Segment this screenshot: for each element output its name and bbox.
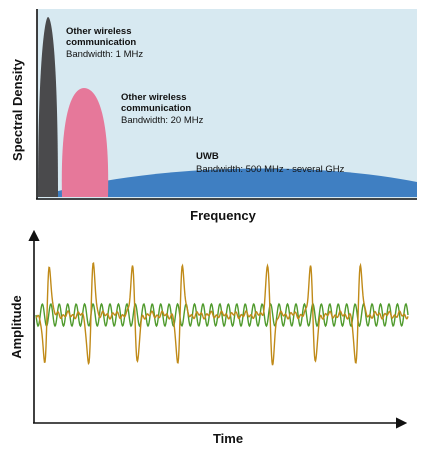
annotation-1mhz-title-line2: communication — [66, 37, 136, 48]
annotation-20mhz-title-line1: Other wireless — [121, 92, 186, 103]
uwb-spectrum-band — [37, 168, 417, 197]
annotation-1mhz-detail: Bandwidth: 1 MHz — [66, 49, 143, 60]
time-panel: Amplitude Time — [9, 229, 409, 446]
time-y-axis-label: Amplitude — [9, 295, 24, 359]
narrowband-1mhz-spectrum — [38, 17, 58, 197]
spectrum-panel: Other wireless communication Bandwidth: … — [10, 9, 417, 223]
spectrum-x-axis-label: Frequency — [190, 208, 257, 223]
spectrum-y-axis-label: Spectral Density — [10, 58, 25, 161]
narrowband-carrier-waveform — [35, 302, 409, 328]
annotation-uwb-title: UWB — [196, 151, 219, 162]
time-x-axis-label: Time — [213, 431, 243, 446]
annotation-uwb-detail: Bandwidth: 500 MHz - several GHz — [196, 164, 345, 175]
annotation-20mhz-detail: Bandwidth: 20 MHz — [121, 115, 204, 126]
uwb-pulse-train-waveform — [35, 262, 409, 366]
narrowband-20mhz-spectrum — [61, 88, 109, 197]
annotation-20mhz-title-line2: communication — [121, 103, 191, 114]
annotation-1mhz-title-line1: Other wireless — [66, 26, 131, 37]
